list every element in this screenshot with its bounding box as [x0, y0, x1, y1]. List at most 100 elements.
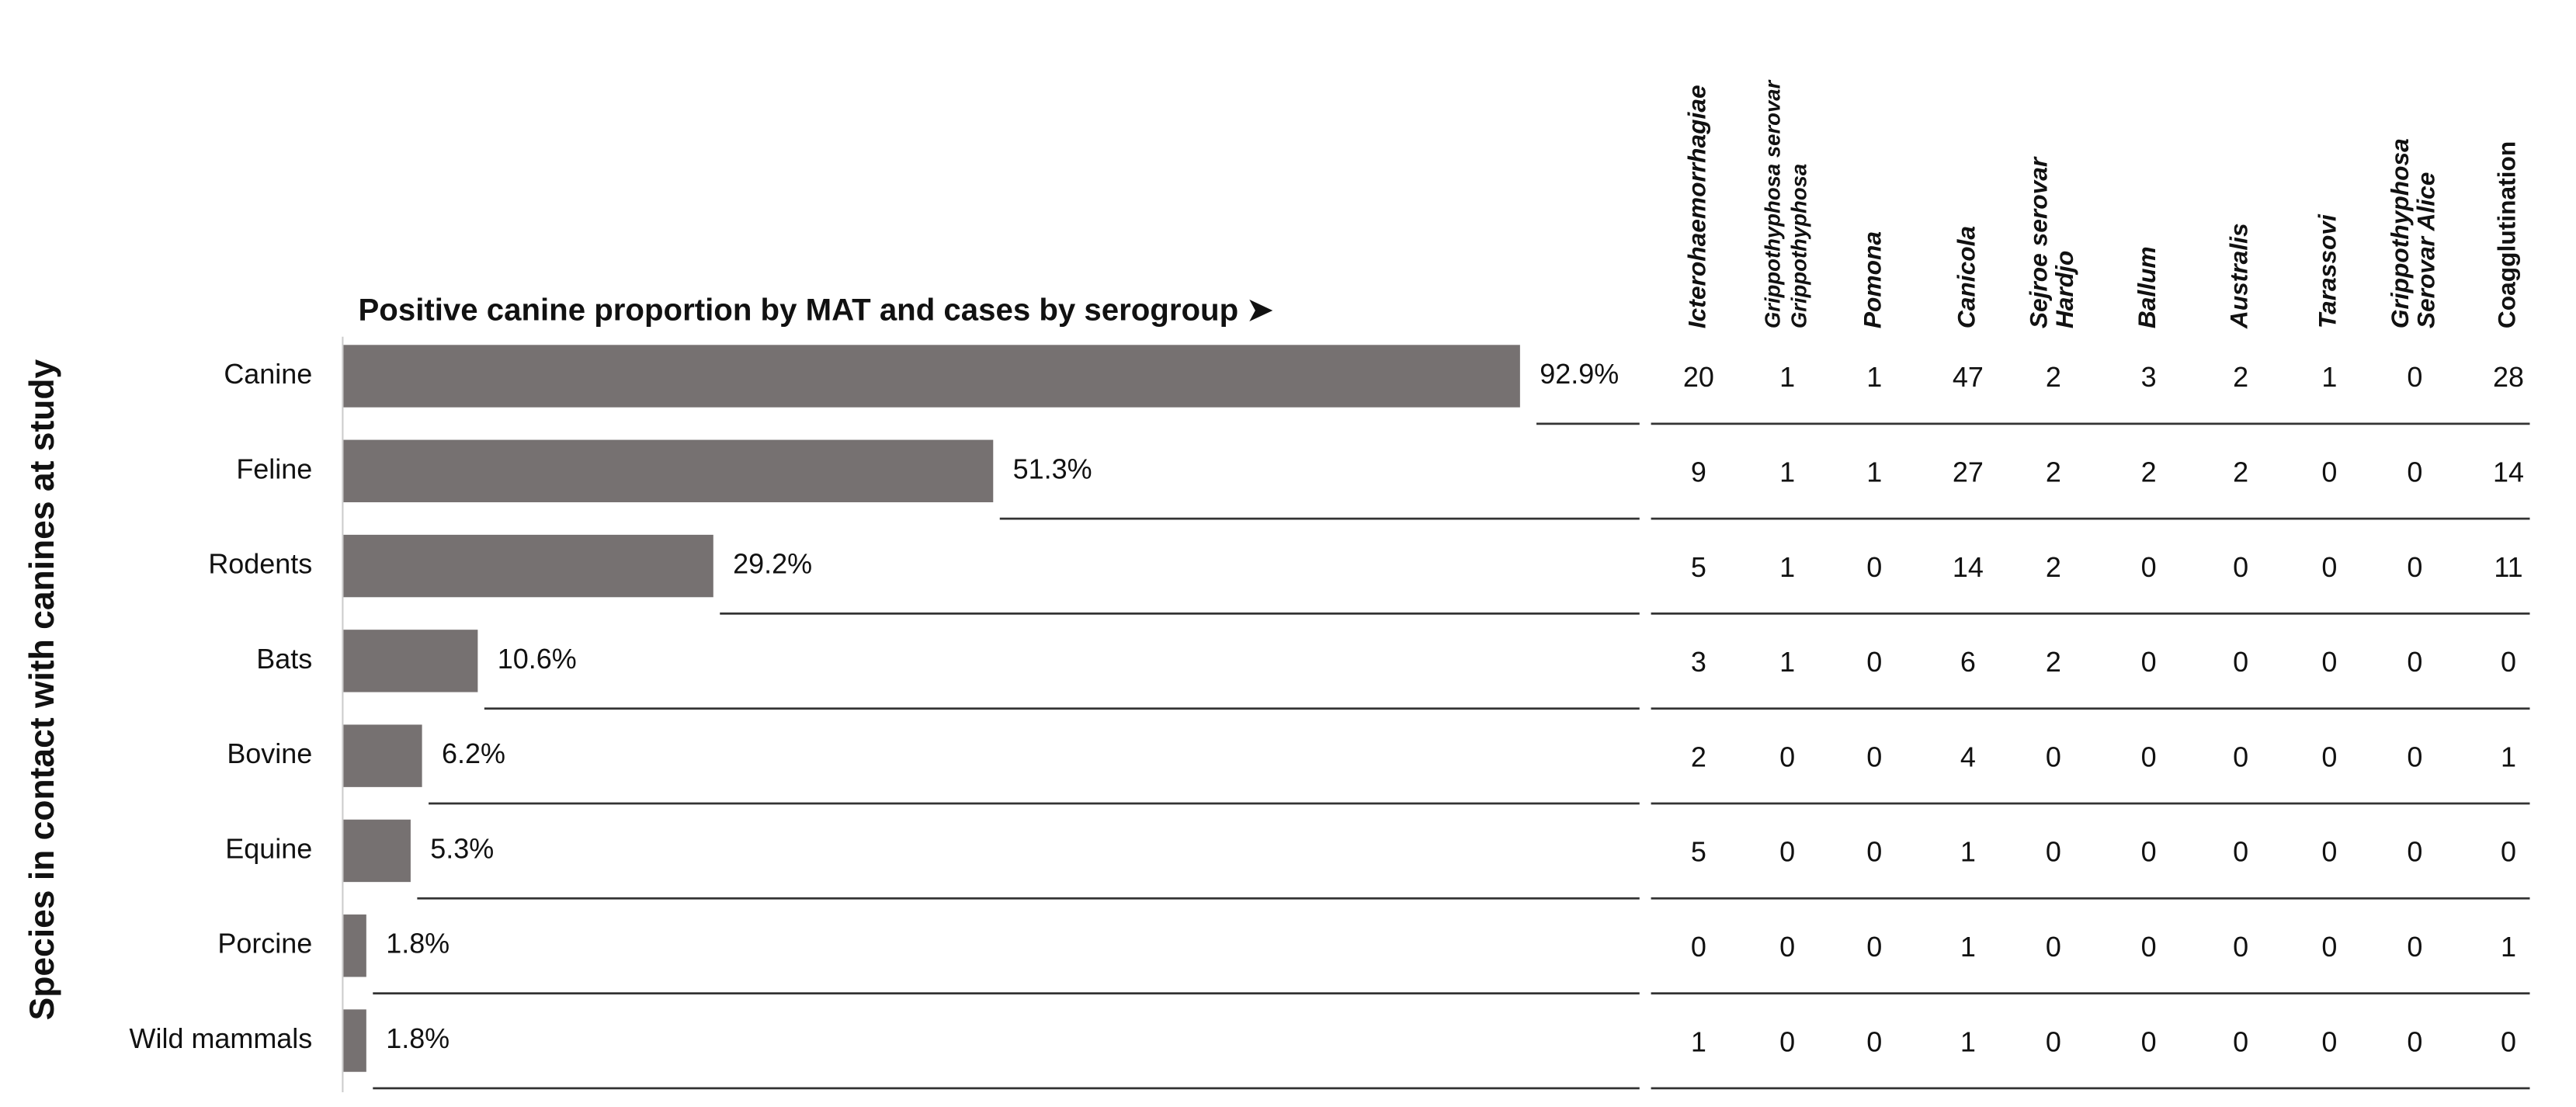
column-header: Tarassovi [2314, 213, 2342, 328]
table-cell: 0 [2233, 931, 2248, 963]
table-cell: 47 [1953, 361, 1984, 393]
bar [343, 724, 422, 787]
value-label: 92.9% [1540, 358, 1619, 390]
table-cell: 14 [2493, 456, 2524, 488]
table-cell: 2 [2233, 361, 2248, 393]
category-label: Bats [256, 643, 312, 675]
table-cell: 11 [2494, 551, 2522, 583]
table-cell: 3 [2141, 361, 2157, 393]
table-cell: 2 [2046, 456, 2061, 488]
table-cell: 1 [1779, 646, 1795, 678]
table-cell: 0 [1866, 1025, 1882, 1057]
column-header: Sejroe serovar [2024, 156, 2052, 328]
column-header: Canicola [1952, 226, 1980, 328]
table-cell: 0 [2141, 551, 2157, 583]
table-cell: 1 [1960, 931, 1976, 963]
table-cell: 1 [1779, 361, 1795, 393]
table-cell: 0 [1866, 741, 1882, 772]
table-cell: 0 [2141, 836, 2157, 868]
table-cell: 0 [1866, 836, 1882, 868]
table-cell: 0 [2046, 836, 2061, 868]
table-cell: 2 [2233, 456, 2248, 488]
column-header: Pomona [1859, 231, 1887, 328]
column-header: Grippothyphosa [2386, 138, 2414, 328]
category-label: Wild mammals [130, 1022, 313, 1054]
table-cell: 0 [2501, 646, 2516, 678]
bar [343, 345, 1520, 408]
table-cell: 1 [2501, 931, 2516, 963]
table-cell: 0 [2407, 741, 2422, 772]
table-cell: 28 [2493, 361, 2524, 393]
value-label: 29.2% [733, 548, 812, 580]
table-cell: 4 [1960, 741, 1976, 772]
value-label: 10.6% [498, 643, 577, 675]
table-cell: 1 [1691, 1025, 1706, 1057]
table-cell: 0 [1779, 931, 1795, 963]
table-cell: 0 [2141, 646, 2157, 678]
column-header: Ballum [2133, 246, 2161, 328]
value-label: 51.3% [1013, 453, 1092, 484]
table-cell: 0 [2141, 741, 2157, 772]
table-cell: 20 [1683, 361, 1714, 393]
category-label: Rodents [208, 548, 312, 580]
value-label: 1.8% [386, 1022, 450, 1054]
table-cell: 1 [2321, 361, 2337, 393]
value-label: 6.2% [442, 737, 505, 769]
y-axis-label: Species in contact with canines at study [23, 359, 61, 1020]
column-header: Grippothyphosa serovar [1761, 79, 1785, 328]
table-cell: 1 [2501, 741, 2516, 772]
bar [343, 534, 713, 598]
table-cell: 9 [1691, 456, 1706, 488]
table-cell: 0 [1779, 741, 1795, 772]
table-cell: 1 [1960, 836, 1976, 868]
bar [343, 819, 411, 883]
table-cell: 0 [2501, 1025, 2516, 1057]
column-header: Coagglutination [2492, 141, 2520, 328]
table-cell: 1 [1866, 456, 1882, 488]
table-cell: 5 [1691, 836, 1706, 868]
category-label: Bovine [227, 737, 312, 769]
category-label: Porcine [217, 928, 312, 960]
table-cell: 0 [1866, 931, 1882, 963]
table-cell: 0 [2321, 646, 2337, 678]
table-cell: 0 [2233, 1025, 2248, 1057]
table-cell: 2 [2046, 551, 2061, 583]
table-cell: 2 [2141, 456, 2157, 488]
table-cell: 1 [1960, 1025, 1976, 1057]
table-cell: 0 [2233, 741, 2248, 772]
table-cell: 0 [2321, 931, 2337, 963]
table-cell: 5 [1691, 551, 1706, 583]
table-cell: 0 [2321, 1025, 2337, 1057]
table-cell: 0 [2141, 931, 2157, 963]
table-cell: 0 [2233, 551, 2248, 583]
table-cell: 0 [2046, 1025, 2061, 1057]
table-cell: 0 [2407, 456, 2422, 488]
column-header: Australis [2224, 223, 2252, 329]
table-cell: 0 [2407, 646, 2422, 678]
bar [343, 630, 478, 692]
table-cell: 0 [1779, 1025, 1795, 1057]
table-cell: 27 [1953, 456, 1984, 488]
table-cell: 0 [2407, 836, 2422, 868]
bar [343, 1009, 366, 1072]
table-cell: 0 [1691, 931, 1706, 963]
bar [343, 439, 994, 502]
table-cell: 2 [2046, 361, 2061, 393]
table-cell: 0 [2141, 1025, 2157, 1057]
table-cell: 2 [2046, 646, 2061, 678]
table-cell: 0 [2321, 741, 2337, 772]
column-header: Serovar Alice [2412, 172, 2440, 329]
table-cell: 1 [1779, 551, 1795, 583]
bar [343, 914, 366, 977]
category-label: Feline [236, 453, 312, 484]
table-cell: 0 [2233, 646, 2248, 678]
table-cell: 0 [1866, 646, 1882, 678]
table-cell: 0 [2407, 931, 2422, 963]
table-cell: 0 [2407, 551, 2422, 583]
table-cell: 0 [2407, 361, 2422, 393]
chart-title: Positive canine proportion by MAT and ca… [358, 293, 1273, 328]
column-header: Hardjo [2050, 251, 2078, 328]
table-cell: 0 [2233, 836, 2248, 868]
table-cell: 1 [1866, 361, 1882, 393]
